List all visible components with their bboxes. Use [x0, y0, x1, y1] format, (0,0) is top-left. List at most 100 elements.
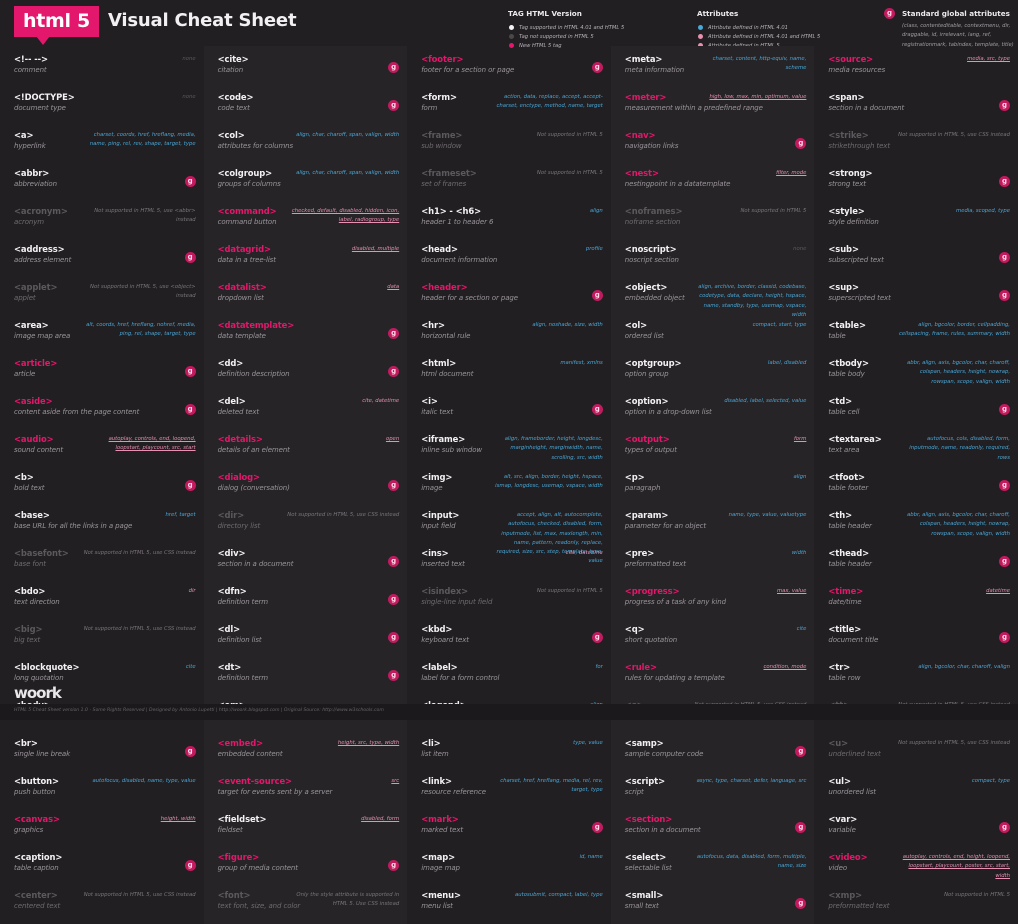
tag-entry[interactable]: <noscript> noscript section none	[611, 240, 815, 278]
tag-entry[interactable]: <aside> content aside from the page conte…	[0, 392, 204, 430]
tag-entry[interactable]: <audio> sound content autoplay, controls, …	[0, 430, 204, 468]
tag-entry[interactable]: <datagrid> data in a tree-list disabled, m…	[204, 240, 408, 278]
tag-entry[interactable]: <basefont> base font Not supported in HTML…	[0, 544, 204, 582]
tag-entry[interactable]: <mark> marked text g	[407, 810, 611, 848]
tag-entry[interactable]: <acronym> acronym Not supported in HTML 5,…	[0, 202, 204, 240]
tag-entry[interactable]: <abbr> abbreviation g	[0, 164, 204, 202]
tag-entry[interactable]: <address> address element g	[0, 240, 204, 278]
tag-entry[interactable]: <h1> - <h6> header 1 to header 6 align	[407, 202, 611, 240]
tag-entry[interactable]: <dd> definition description g	[204, 354, 408, 392]
tag-entry[interactable]: <canvas> graphics height, width	[0, 810, 204, 848]
tag-entry[interactable]: <link> resource reference charset, href, h…	[407, 772, 611, 810]
tag-entry[interactable]: <!-- --> comment none	[0, 50, 204, 88]
tag-entry[interactable]: <caption> table caption g	[0, 848, 204, 886]
tag-entry[interactable]: <sup> superscripted text g	[814, 278, 1018, 316]
tag-entry[interactable]: <cite> citation g	[204, 50, 408, 88]
tag-entry[interactable]: <article> article g	[0, 354, 204, 392]
tag-entry[interactable]: <script> script async, type, charset, defe…	[611, 772, 815, 810]
tag-entry[interactable]: <ul> unordered list compact, type	[814, 772, 1018, 810]
tag-entry[interactable]: <div> section in a document g	[204, 544, 408, 582]
tag-entry[interactable]: <sub> subscripted text g	[814, 240, 1018, 278]
tag-entry[interactable]: <form> form action, data, replace, accept,…	[407, 88, 611, 126]
tag-entry[interactable]: <tbody> table body abbr, align, axis, bgco…	[814, 354, 1018, 392]
tag-entry[interactable]: <tfoot> table footer g	[814, 468, 1018, 506]
tag-entry[interactable]: <frameset> set of frames Not supported in …	[407, 164, 611, 202]
tag-entry[interactable]: <select> selectable list autofocus, data, …	[611, 848, 815, 886]
tag-entry[interactable]: <code> code text g	[204, 88, 408, 126]
tag-entry[interactable]: <xmp> preformatted text Not supported in H…	[814, 886, 1018, 924]
tag-entry[interactable]: <strike> strikethrough text Not supported …	[814, 126, 1018, 164]
tag-entry[interactable]: <map> image map id, name	[407, 848, 611, 886]
tag-entry[interactable]: <!DOCTYPE> document type none	[0, 88, 204, 126]
tag-entry[interactable]: <rule> rules for updating a template condi…	[611, 658, 815, 696]
tag-entry[interactable]: <br> single line break g	[0, 734, 204, 772]
tag-entry[interactable]: <dfn> definition term g	[204, 582, 408, 620]
tag-entry[interactable]: <span> section in a document g	[814, 88, 1018, 126]
tag-entry[interactable]: <head> document information profile	[407, 240, 611, 278]
tag-entry[interactable]: <font> text font, size, and color Only the…	[204, 886, 408, 924]
tag-entry[interactable]: <source> media resources media, src, type	[814, 50, 1018, 88]
tag-entry[interactable]: <colgroup> groups of columns align, char, …	[204, 164, 408, 202]
tag-entry[interactable]: <th> table header abbr, align, axis, bgcol…	[814, 506, 1018, 544]
tag-entry[interactable]: <kbd> keyboard text g	[407, 620, 611, 658]
tag-entry[interactable]: <li> list item type, value	[407, 734, 611, 772]
tag-entry[interactable]: <samp> sample computer code g	[611, 734, 815, 772]
tag-entry[interactable]: <section> section in a document g	[611, 810, 815, 848]
tag-entry[interactable]: <blockquote> long quotation cite	[0, 658, 204, 696]
tag-entry[interactable]: <del> deleted text cite, datetime	[204, 392, 408, 430]
tag-entry[interactable]: <datalist> dropdown list data	[204, 278, 408, 316]
tag-entry[interactable]: <a> hyperlink charset, coords, href, hrefl…	[0, 126, 204, 164]
tag-entry[interactable]: <dt> definition term g	[204, 658, 408, 696]
tag-entry[interactable]: <meta> meta information charset, content, …	[611, 50, 815, 88]
tag-entry[interactable]: <datatemplate> data template g	[204, 316, 408, 354]
tag-entry[interactable]: <small> small text g	[611, 886, 815, 924]
tag-entry[interactable]: <center> centered text Not supported in HT…	[0, 886, 204, 924]
tag-entry[interactable]: <frame> sub window Not supported in HTML 5	[407, 126, 611, 164]
tag-entry[interactable]: <button> push button autofocus, disabled, …	[0, 772, 204, 810]
tag-entry[interactable]: <img> image alt, src, align, border, heigh…	[407, 468, 611, 506]
tag-entry[interactable]: <header> header for a section or page g	[407, 278, 611, 316]
tag-entry[interactable]: <style> style definition media, scoped, ty…	[814, 202, 1018, 240]
tag-entry[interactable]: <table> table align, bgcolor, border, cell…	[814, 316, 1018, 354]
tag-entry[interactable]: <td> table cell g	[814, 392, 1018, 430]
tag-entry[interactable]: <var> variable g	[814, 810, 1018, 848]
tag-entry[interactable]: <hr> horizontal rule align, noshade, size,…	[407, 316, 611, 354]
tag-entry[interactable]: <optgroup> option group label, disabled	[611, 354, 815, 392]
tag-entry[interactable]: <strong> strong text g	[814, 164, 1018, 202]
tag-entry[interactable]: <title> document title g	[814, 620, 1018, 658]
tag-entry[interactable]: <dialog> dialog (conversation) g	[204, 468, 408, 506]
tag-entry[interactable]: <iframe> inline sub window align, framebor…	[407, 430, 611, 468]
tag-entry[interactable]: <param> parameter for an object name, type…	[611, 506, 815, 544]
tag-entry[interactable]: <textarea> text area autofocus, cols, disa…	[814, 430, 1018, 468]
tag-entry[interactable]: <base> base URL for all the links in a pa…	[0, 506, 204, 544]
tag-entry[interactable]: <isindex> single-line input field Not supp…	[407, 582, 611, 620]
tag-entry[interactable]: <embed> embedded content height, src, type…	[204, 734, 408, 772]
tag-entry[interactable]: <b> bold text g	[0, 468, 204, 506]
tag-entry[interactable]: <applet> applet Not supported in HTML 5, u…	[0, 278, 204, 316]
tag-entry[interactable]: <nav> navigation links g	[611, 126, 815, 164]
tag-entry[interactable]: <footer> footer for a section or page g	[407, 50, 611, 88]
tag-entry[interactable]: <dl> definition list g	[204, 620, 408, 658]
tag-entry[interactable]: <object> embedded object align, archive, b…	[611, 278, 815, 318]
tag-entry[interactable]: <tr> table row align, bgcolor, char, charo…	[814, 658, 1018, 696]
tag-entry[interactable]: <noframes> noframe section Not supported i…	[611, 202, 815, 240]
tag-entry[interactable]: <time> date/time datetime	[814, 582, 1018, 620]
tag-entry[interactable]: <menu> menu list autosubmit, compact, labe…	[407, 886, 611, 924]
tag-entry[interactable]: <area> image map area alt, coords, href, h…	[0, 316, 204, 354]
tag-entry[interactable]: <q> short quotation cite	[611, 620, 815, 658]
tag-entry[interactable]: <figure> group of media content g	[204, 848, 408, 886]
tag-entry[interactable]: <fieldset> fieldset disabled, form	[204, 810, 408, 848]
tag-entry[interactable]: <u> underlined text Not supported in HTML …	[814, 734, 1018, 772]
tag-entry[interactable]: <nest> nestingpoint in a datatemplate filt…	[611, 164, 815, 202]
tag-entry[interactable]: <ol> ordered list compact, start, type	[611, 316, 815, 354]
tag-entry[interactable]: <pre> preformatted text width	[611, 544, 815, 582]
tag-entry[interactable]: <video> video autoplay, controls, end, hei…	[814, 848, 1018, 886]
tag-entry[interactable]: <bdo> text direction dir	[0, 582, 204, 620]
tag-entry[interactable]: <event-source> target for events sent by …	[204, 772, 408, 810]
tag-entry[interactable]: <col> attributes for columns align, char, …	[204, 126, 408, 164]
tag-entry[interactable]: <meter> measurement within a predefined r…	[611, 88, 815, 126]
tag-entry[interactable]: <dir> directory list Not supported in HTML…	[204, 506, 408, 544]
tag-entry[interactable]: <details> details of an element open	[204, 430, 408, 468]
tag-entry[interactable]: <option> option in a drop-down list disabl…	[611, 392, 815, 430]
tag-entry[interactable]: <big> big text Not supported in HTML 5, us…	[0, 620, 204, 658]
